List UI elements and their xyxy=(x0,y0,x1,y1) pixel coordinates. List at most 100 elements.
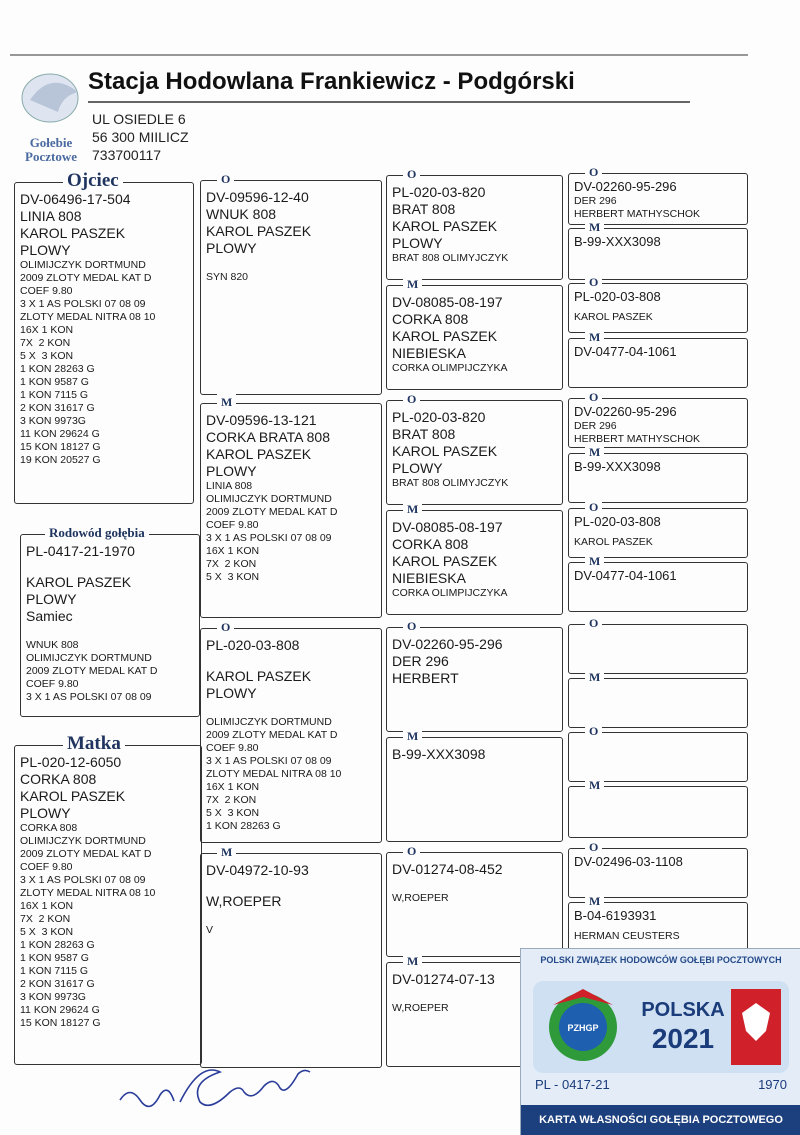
detail-line: 2009 ZLOTY MEDAL KAT D xyxy=(206,729,338,741)
box-label: M xyxy=(403,501,423,517)
ring-line: PLOWY xyxy=(392,235,443,251)
ring-line: PL-020-12-6050 xyxy=(20,754,122,770)
pedigree-box: M B-99-XXX3098 xyxy=(568,219,748,280)
box-label: Rodowód gołębia xyxy=(45,525,149,541)
emblem-center xyxy=(559,1003,607,1051)
ring-line: DV-02260-95-296 xyxy=(392,636,503,652)
ring-line: PL-020-03-808 xyxy=(574,514,661,529)
ring-line: CORKA BRATA 808 xyxy=(206,429,330,445)
pedigree-box: Rodowód gołębia PL-0417-21-1970 KAROL PASZ… xyxy=(20,525,200,717)
detail-line: 1 KON 7115 G xyxy=(20,389,89,401)
emblem-roof xyxy=(553,989,613,1005)
detail-line: 3 KON 9973G xyxy=(20,415,86,427)
detail-line: ZLOTY MEDAL NITRA 08 10 xyxy=(206,768,342,780)
ring-line: LINIA 808 xyxy=(20,208,82,224)
ring-line: CORKA 808 xyxy=(392,536,469,552)
detail-line: 7X 2 KON xyxy=(206,558,257,570)
detail-line: V xyxy=(206,924,214,936)
pedigree-box: O DV-02260-95-296 DER 296 HERBERT MATHYSCHO… xyxy=(568,389,748,448)
detail-line: CORKA OLIMPIJCZYKA xyxy=(392,362,508,374)
detail-line: WNUK 808 xyxy=(26,639,79,651)
ring-line: PL-020-03-808 xyxy=(574,289,661,304)
box-label: M xyxy=(403,728,423,744)
card-country: POLSKA xyxy=(641,999,725,1021)
box-label: M xyxy=(403,953,423,969)
ring-line: DV-0477-04-1061 xyxy=(574,568,677,583)
ring-line: KAROL PASZEK xyxy=(206,668,312,684)
ring-line: PL-020-03-820 xyxy=(392,184,486,200)
box-label: O xyxy=(403,843,421,859)
ring-line: KAROL PASZEK xyxy=(392,553,498,569)
ring-line: PLOWY xyxy=(20,242,71,258)
ring-line: KAROL PASZEK xyxy=(392,218,498,234)
detail-line: OLIMIJCZYK DORTMUND xyxy=(206,493,332,505)
pedigree-box: M B-99-XXX3098 xyxy=(568,444,748,503)
detail-line: CORKA 808 xyxy=(20,822,78,834)
ring-line: B-04-6193931 xyxy=(574,908,657,923)
ring-line: DV-02260-95-296 xyxy=(574,179,677,194)
detail-line: KAROL PASZEK xyxy=(574,536,653,548)
box-label: O xyxy=(585,615,603,631)
ring-line: W,ROEPER xyxy=(206,893,282,909)
ring-line: B-99-XXX3098 xyxy=(392,746,486,762)
box-label: M xyxy=(585,893,605,909)
ring-line: CORKA 808 xyxy=(20,771,97,787)
pedigree-box: O DV-09596-12-40 WNUK 808 KAROL PASZEK PLOWY… xyxy=(200,171,382,395)
card-ring: PL - 0417-21 xyxy=(535,1077,610,1092)
box-label: O xyxy=(217,619,235,635)
detail-line: W,ROEPER xyxy=(392,892,449,904)
ring-line: PLOWY xyxy=(392,460,443,476)
ownership-card: POLSKI ZWIĄZEK HODOWCÓW GOŁĘBI POCZTOWYC… xyxy=(520,948,800,1135)
detail-line: 3 X 1 AS POLSKI 07 08 09 xyxy=(26,691,152,703)
ring-line: Samiec xyxy=(26,608,73,624)
ring-line: CORKA 808 xyxy=(392,311,469,327)
address-line: 733700117 xyxy=(92,147,162,163)
logo-text: Pocztowe xyxy=(25,149,77,164)
detail-line: OLIMIJCZYK DORTMUND xyxy=(26,652,152,664)
pedigree-box: M B-99-XXX3098 xyxy=(386,728,563,842)
pedigree-box: M DV-08085-08-197 CORKA 808 KAROL PASZEK NIE… xyxy=(386,276,563,390)
detail-line: 1 KON 9587 G xyxy=(20,952,89,964)
detail-line: 3 X 1 AS POLSKI 07 08 09 xyxy=(20,874,146,886)
detail-line: 3 X 1 AS POLSKI 07 08 09 xyxy=(206,532,332,544)
pedigree-box: M DV-0477-04-1061 xyxy=(568,553,748,612)
pedigree-box: M DV-08085-08-197 CORKA 808 KAROL PASZEK NIE… xyxy=(386,501,563,615)
detail-line: 16X 1 KON xyxy=(20,900,74,912)
detail-line: 1 KON 28263 G xyxy=(20,363,95,375)
detail-line: HERMAN CEUSTERS xyxy=(574,930,680,942)
card-number: 1970 xyxy=(758,1077,787,1092)
signature-stroke xyxy=(119,1069,311,1108)
ring-line: KAROL PASZEK xyxy=(20,788,126,804)
detail-line: BRAT 808 OLIMYJCZYK xyxy=(392,252,509,264)
detail-line: 5 X 3 KON xyxy=(20,926,74,938)
ring-line: DV-08085-08-197 xyxy=(392,294,503,310)
detail-line: OLIMIJCZYK DORTMUND xyxy=(206,716,332,728)
logo-wing xyxy=(30,82,78,112)
detail-line: 2 KON 31617 G xyxy=(20,978,95,990)
box-label: Ojciec xyxy=(63,170,123,192)
detail-line: 1 KON 9587 G xyxy=(20,376,89,388)
box-label: M xyxy=(217,844,237,860)
ring-line: DER 296 xyxy=(392,653,449,669)
pedigree-box: Matka PL-020-12-6050 CORKA 808 KAROL PASZEK… xyxy=(14,733,202,1065)
detail-line: 16X 1 KON xyxy=(206,781,260,793)
detail-line: 3 KON 9973G xyxy=(20,991,86,1003)
pedigree-box: M DV-01274-07-13 W,ROEPER xyxy=(386,953,563,1067)
detail-line: COEF 9.80 xyxy=(206,519,259,531)
box-label: O xyxy=(585,274,603,290)
box-label: M xyxy=(585,669,605,685)
ring-line: BRAT 808 xyxy=(392,426,456,442)
detail-line: CORKA OLIMPIJCZYKA xyxy=(392,587,508,599)
detail-line: W,ROEPER xyxy=(392,1002,449,1014)
detail-line: KAROL PASZEK xyxy=(574,311,653,323)
box-label: O xyxy=(585,389,603,405)
pedigree-box: O DV-02496-03-1108 xyxy=(568,839,748,898)
ring-line: KAROL PASZEK xyxy=(26,574,132,590)
detail-line: 16X 1 KON xyxy=(206,545,260,557)
ring-line: KAROL PASZEK xyxy=(392,443,498,459)
detail-line: 5 X 3 KON xyxy=(20,350,74,362)
detail-line: 7X 2 KON xyxy=(20,337,71,349)
ring-line: DV-02496-03-1108 xyxy=(574,854,683,869)
detail-line: HERBERT MATHYSCHOK xyxy=(574,208,701,220)
